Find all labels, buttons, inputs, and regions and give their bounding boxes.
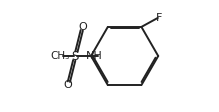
Text: O: O: [64, 80, 72, 90]
Text: F: F: [156, 13, 162, 23]
Text: CH₃: CH₃: [50, 51, 69, 61]
Text: O: O: [78, 22, 87, 32]
Text: S: S: [72, 50, 79, 62]
Text: NH: NH: [86, 51, 103, 61]
